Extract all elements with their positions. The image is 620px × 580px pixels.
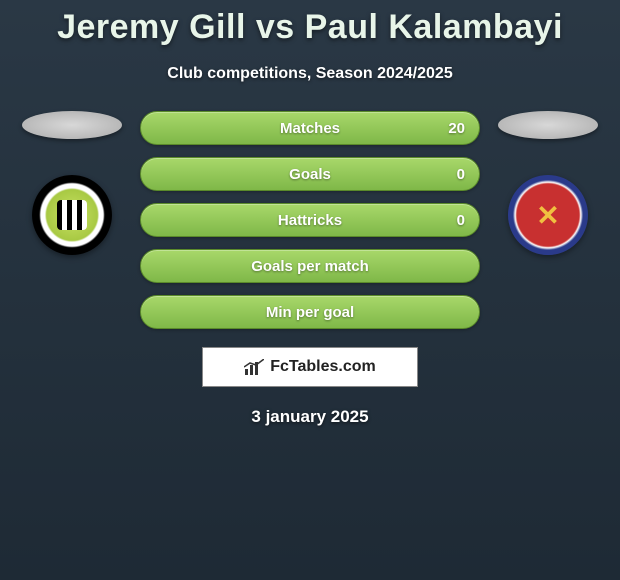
brand-text: FcTables.com — [270, 358, 376, 376]
stat-row-matches: Matches 20 — [140, 111, 480, 145]
player-left-column — [22, 111, 122, 255]
stat-label: Goals — [289, 166, 331, 183]
stat-label: Hattricks — [278, 212, 342, 229]
player-left-avatar — [22, 111, 122, 139]
page-title: Jeremy Gill vs Paul Kalambayi — [0, 0, 620, 47]
stat-right-value: 20 — [448, 120, 465, 137]
date-label: 3 january 2025 — [0, 407, 620, 427]
chart-icon — [244, 359, 264, 375]
player-right-avatar — [498, 111, 598, 139]
stat-right-value: 0 — [457, 212, 465, 229]
stat-label: Min per goal — [266, 304, 354, 321]
subtitle: Club competitions, Season 2024/2025 — [0, 65, 620, 83]
stat-row-hattricks: Hattricks 0 — [140, 203, 480, 237]
stat-row-goals-per-match: Goals per match — [140, 249, 480, 283]
player-right-column — [498, 111, 598, 255]
stats-list: Matches 20 Goals 0 Hattricks 0 Goals per… — [140, 111, 480, 329]
stat-row-min-per-goal: Min per goal — [140, 295, 480, 329]
brand-watermark: FcTables.com — [202, 347, 418, 387]
stat-label: Goals per match — [251, 258, 369, 275]
stat-right-value: 0 — [457, 166, 465, 183]
comparison-row: Matches 20 Goals 0 Hattricks 0 Goals per… — [0, 111, 620, 329]
stat-row-goals: Goals 0 — [140, 157, 480, 191]
stat-label: Matches — [280, 120, 340, 137]
club-badge-left — [32, 175, 112, 255]
club-badge-right — [508, 175, 588, 255]
